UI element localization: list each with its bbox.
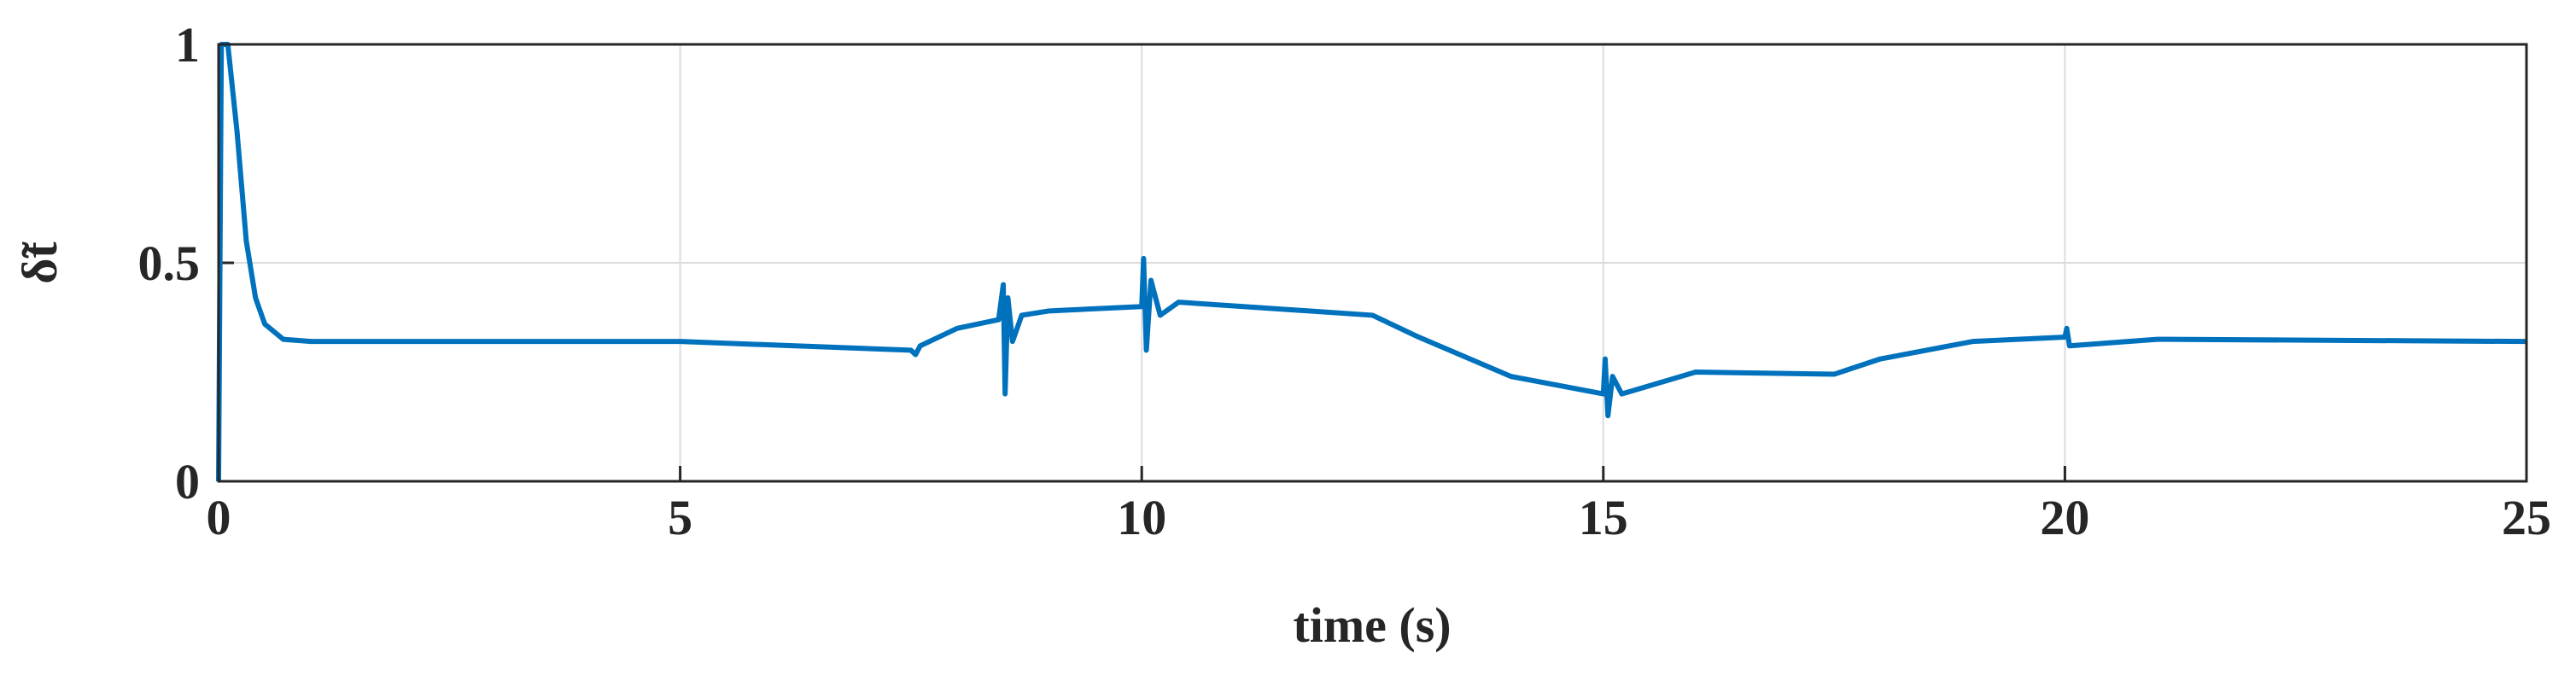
x-tick-label: 10 xyxy=(1117,490,1166,545)
data-line xyxy=(216,42,2527,482)
x-tick-label: 15 xyxy=(1579,490,1628,545)
y-tick-label: 1 xyxy=(175,17,200,73)
plot-frame xyxy=(217,43,2528,483)
x-tick-label: 5 xyxy=(668,490,692,545)
x-tick-label: 25 xyxy=(2502,490,2551,545)
x-axis-label: time (s) xyxy=(1293,597,1451,653)
x-tick-label: 0 xyxy=(207,490,231,545)
y-tick-label: 0.5 xyxy=(138,236,201,291)
x-tick-label: 20 xyxy=(2040,490,2089,545)
y-axis-label: δ̃t xyxy=(12,241,67,284)
y-tick-label: 0 xyxy=(175,454,200,509)
